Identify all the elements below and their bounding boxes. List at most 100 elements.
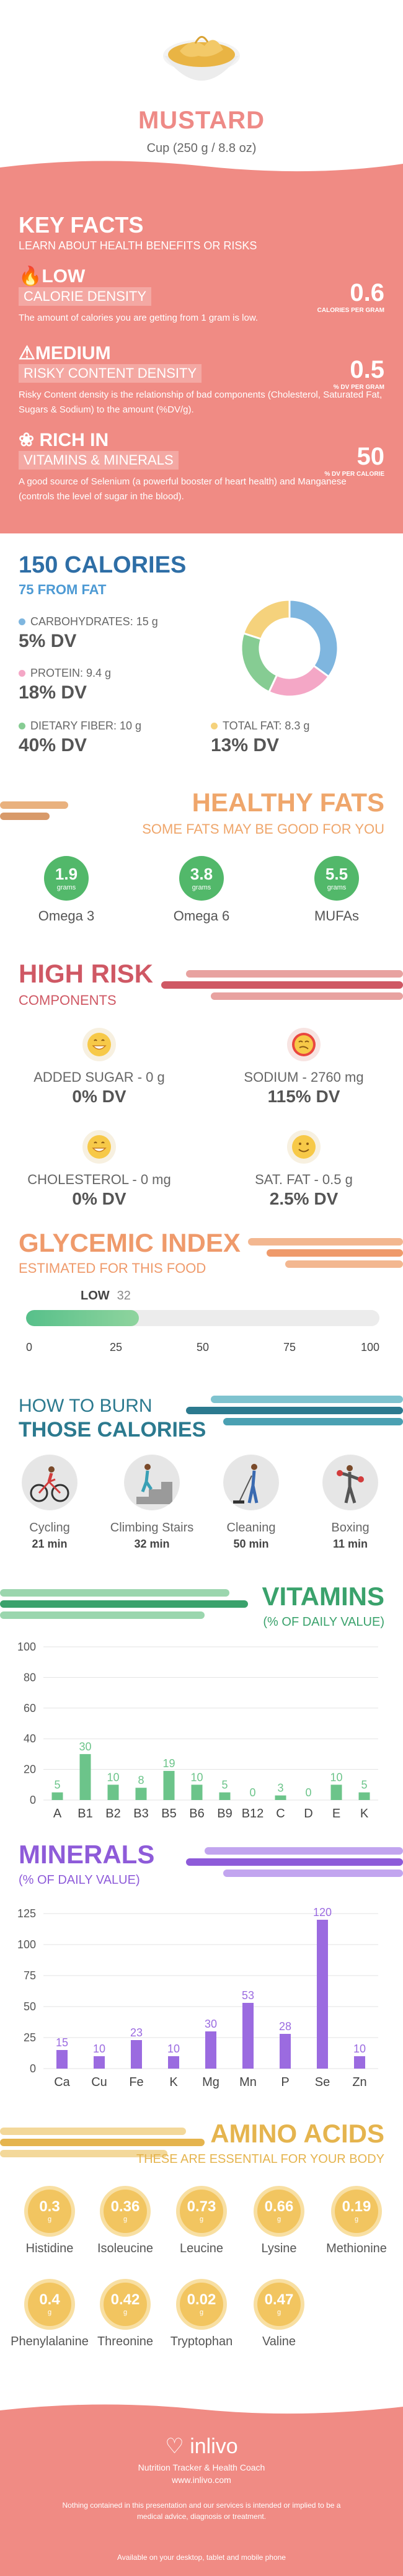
x-tick-label: B5 <box>161 1807 176 1821</box>
burn-title-strong: THOSE CALORIES <box>19 1418 206 1442</box>
nutrient-protein: PROTEIN: 9.4 g 18% DV <box>19 667 111 703</box>
calories-from-fat: 75 FROM FAT <box>19 582 107 597</box>
glycemic-level: LOW <box>81 1289 110 1303</box>
activity-name: Boxing <box>331 1521 370 1535</box>
amino-value: 0.19 <box>342 2198 371 2215</box>
minerals-bar-chart: 0 25 50 75 100 125 15 Ca 10 Cu 23 Fe 10 K 30 Mg 53 Mn 28 P 1… <box>17 1906 378 2089</box>
vitamins-subtitle: (% OF DAILY VALUE) <box>263 1615 384 1629</box>
bar-Mg <box>205 2031 216 2069</box>
bar-value-label: 23 <box>130 2026 143 2039</box>
risk-sat-fat: SAT. FAT - 0.5 g 2.5% DV <box>211 1129 397 1209</box>
amino-name: Isoleucine <box>97 2242 154 2255</box>
amino-name: Leucine <box>179 2242 224 2255</box>
decor-stripe <box>248 1238 403 1246</box>
fact-value: 50 <box>356 443 385 470</box>
fact-level: LOW <box>42 266 86 287</box>
bar-B3 <box>135 1788 147 1800</box>
x-tick-label: Ca <box>54 2075 70 2089</box>
minerals-title: MINERALS <box>19 1840 155 1869</box>
food-title: MUSTARD <box>138 107 265 134</box>
calories-section: 150 CALORIES 75 FROM FAT CARBOHYDRATES: … <box>0 533 403 769</box>
y-tick-label: 100 <box>17 1641 36 1653</box>
donut-slice-2 <box>240 632 278 693</box>
decor-stripe <box>0 2139 205 2146</box>
donut-slice-0 <box>288 599 339 678</box>
x-tick-label: B2 <box>105 1807 120 1821</box>
brand-tagline: Nutrition Tracker & Health Coach <box>138 2462 265 2472</box>
glycemic-tick: 100 <box>360 1341 380 1353</box>
decor-stripe <box>186 1407 403 1414</box>
high-risk-subtitle: COMPONENTS <box>19 992 117 1008</box>
glycemic-bar-track <box>26 1310 379 1326</box>
x-tick-label: K <box>360 1807 369 1821</box>
risk-label: SAT. FAT - 0.5 g <box>255 1172 353 1187</box>
fat-value: 3.8 <box>190 865 213 883</box>
fact-level: RICH IN <box>39 430 109 450</box>
amino-unit: g <box>123 2216 128 2223</box>
boxing-icon <box>322 1455 378 1510</box>
fact-value: 0.5 <box>350 356 384 383</box>
x-tick-label: Se <box>315 2075 330 2089</box>
fact-desc: The amount of calories you are getting f… <box>19 313 259 323</box>
amino-unit: g <box>354 2216 359 2223</box>
donut-slice-3 <box>242 599 291 641</box>
brand-url[interactable]: www.inlivo.com <box>172 2475 231 2485</box>
fat-value: 5.5 <box>325 865 348 883</box>
bar-value-label: 8 <box>138 1774 144 1786</box>
x-tick-label: Zn <box>352 2075 366 2089</box>
amino-value: 0.66 <box>264 2198 294 2215</box>
amino-value: 0.42 <box>110 2291 140 2308</box>
bar-Mn <box>242 2003 254 2069</box>
amino-methionine: 0.19 g Methionine <box>316 2190 397 2256</box>
x-tick-label: A <box>53 1807 62 1821</box>
amino-isoleucine: 0.36 g Isoleucine <box>85 2190 166 2256</box>
bar-value-label: 53 <box>242 1989 254 2002</box>
fact-desc: A good source of Selenium (a powerful bo… <box>19 476 347 502</box>
x-tick-label: B12 <box>242 1807 264 1821</box>
donut-slice-1 <box>267 664 330 698</box>
y-tick-label: 40 <box>24 1732 36 1745</box>
fat-mufas: 5.5 grams MUFAs <box>293 856 380 924</box>
bar-value-label: 5 <box>361 1779 367 1791</box>
legend-dot <box>19 670 25 677</box>
glycemic-bar-fill <box>26 1310 140 1326</box>
amino-value: 0.3 <box>39 2198 60 2215</box>
fat-unit: grams <box>56 884 76 891</box>
nutrient-dv: 18% DV <box>19 682 87 703</box>
amino-value: 0.4 <box>39 2291 60 2308</box>
bar-B6 <box>191 1785 203 1800</box>
x-tick-label: B3 <box>133 1807 148 1821</box>
bar-value-label: 10 <box>190 1771 203 1783</box>
flame-icon: 🔥 <box>19 266 42 287</box>
warning-icon: ⚠ <box>19 343 35 363</box>
amino-phenylalanine: 0.4 g Phenylalanine <box>9 2283 90 2349</box>
amino-unit: g <box>199 2216 204 2223</box>
fact-calorie-density: 🔥LOW CALORIE DENSITY The amount of calor… <box>19 265 384 326</box>
glycemic-tick: 25 <box>109 1341 123 1353</box>
decor-stripe <box>161 981 403 989</box>
decor-stripe <box>0 2150 167 2157</box>
glycemic-value: 32 <box>117 1289 131 1303</box>
bar-Cu <box>94 2056 105 2069</box>
bar-A <box>51 1792 63 1800</box>
x-tick-label: Fe <box>129 2075 143 2089</box>
mustard-bowl-icon <box>163 36 240 81</box>
decor-stripe <box>0 813 50 820</box>
hero-wave <box>0 161 403 180</box>
amino-leucine: 0.73 g Leucine <box>161 2190 242 2256</box>
bar-value-label: 19 <box>162 1757 175 1770</box>
smile-face-icon <box>287 1130 321 1164</box>
healthy-fats-section: HEALTHY FATS SOME FATS MAY BE GOOD FOR Y… <box>0 769 403 949</box>
calories-title: 150 CALORIES <box>19 552 187 578</box>
fact-level: MEDIUM <box>35 343 111 363</box>
angry-face-icon <box>287 1028 321 1061</box>
fact-unit: CALORIES PER GRAM <box>317 307 384 314</box>
legend-dot <box>19 618 25 625</box>
hero-section: MUSTARD Cup (250 g / 8.8 oz) <box>0 0 403 180</box>
amino-subtitle: THESE ARE ESSENTIAL FOR YOUR BODY <box>136 2152 384 2166</box>
vitamins-section: VITAMINS (% OF DAILY VALUE) 0 20 40 60 80 100… <box>0 1575 403 1836</box>
fact-unit: % DV PER CALORIE <box>324 471 384 478</box>
minerals-subtitle: (% OF DAILY VALUE) <box>19 1873 140 1887</box>
footer-section: ♡ inlivo Nutrition Tracker & Health Coac… <box>0 2400 403 2576</box>
